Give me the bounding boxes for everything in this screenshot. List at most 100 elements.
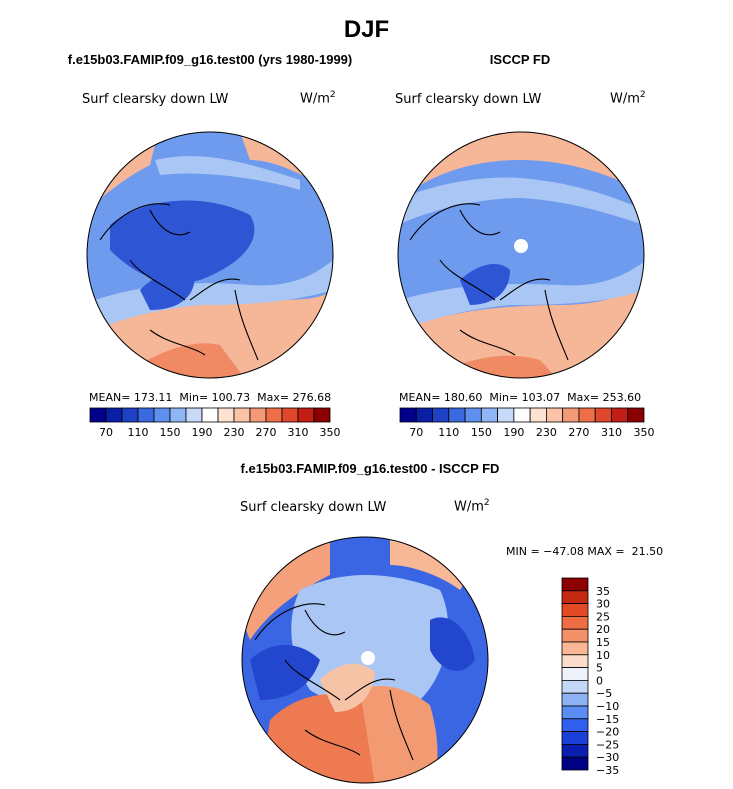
panel2-variable-label: Surf clearsky down LW bbox=[395, 92, 542, 107]
panel1-colorbar-tick-label: 150 bbox=[160, 426, 181, 439]
panel1-colorbar-swatch bbox=[89, 407, 107, 423]
panel2-max-value: 253.60 bbox=[602, 391, 642, 404]
diff-colorbar-tick-label: −20 bbox=[596, 726, 619, 739]
diff-colorbar-tick-label: 20 bbox=[596, 623, 610, 636]
panel1-colorbar-swatch bbox=[297, 407, 315, 423]
panel1-colorbar-tick-label: 70 bbox=[99, 426, 113, 439]
diff-colorbar-swatch bbox=[561, 680, 589, 694]
panel2-colorbar-swatch bbox=[399, 407, 417, 423]
panel2-colorbar-swatch bbox=[562, 407, 580, 423]
panel1-colorbar-swatch bbox=[137, 407, 155, 423]
diff-case-title: f.e15b03.FAMIP.f09_g16.test00 - ISCCP FD bbox=[240, 461, 500, 476]
panel2-stats: MEAN= 180.60 Min= 103.07 Max= 253.60 bbox=[399, 391, 641, 404]
panel1-colorbar-swatch bbox=[153, 407, 171, 423]
panel1-colorbar-swatch bbox=[169, 407, 187, 423]
diff-colorbar-swatch bbox=[561, 641, 589, 656]
diff-colorbar-swatch bbox=[561, 577, 589, 592]
panel1-colorbar-swatch bbox=[185, 407, 203, 423]
panel2-map bbox=[398, 132, 644, 378]
diff-colorbar-tick-label: −25 bbox=[596, 738, 619, 751]
diff-map-border bbox=[241, 536, 489, 784]
panel2-colorbar-swatch bbox=[480, 407, 499, 423]
panel2-case-title: ISCCP FD bbox=[489, 52, 551, 67]
panel2-colorbar-swatch bbox=[497, 407, 515, 423]
panel1-colorbar-swatch bbox=[281, 407, 299, 423]
panel2-colorbar-tick-label: 230 bbox=[536, 426, 557, 439]
diff-colorbar-swatch bbox=[561, 628, 589, 643]
diff-colorbar-tick-label: 30 bbox=[596, 598, 610, 611]
panel1-colorbar-tick-label: 350 bbox=[320, 426, 341, 439]
panel2-colorbar-tick-label: 70 bbox=[409, 426, 423, 439]
panel2-colorbar-tick-label: 190 bbox=[503, 426, 524, 439]
diff-min-max-stat: MIN = −47.08 MAX = 21.50 bbox=[506, 545, 664, 558]
panel1-max-value: 276.68 bbox=[292, 391, 332, 404]
panel1-units: W/m2 bbox=[300, 90, 336, 107]
diff-colorbar-swatch bbox=[561, 603, 589, 617]
diff-missing-data-hole bbox=[361, 651, 375, 665]
panel1-map bbox=[87, 132, 333, 378]
diff-colorbar-tick-label: 10 bbox=[596, 649, 610, 662]
panel1-colorbar-swatch bbox=[201, 407, 219, 423]
panel1-colorbar-swatch bbox=[233, 407, 251, 423]
diff-colorbar-swatch bbox=[561, 616, 589, 630]
panel1-mean-value: 173.11 bbox=[133, 391, 173, 404]
panel1-colorbar-swatch bbox=[265, 407, 283, 423]
panel1-colorbar-swatch bbox=[313, 407, 331, 423]
panel2-colorbar-swatch bbox=[611, 407, 629, 423]
page-title: DJF bbox=[343, 16, 390, 43]
panel2-colorbar-swatch bbox=[415, 407, 433, 423]
diff-units: W/m2 bbox=[454, 498, 490, 515]
panel1-colorbar: 70 110 150 190 230 270 310 350 bbox=[89, 407, 341, 439]
panel1-colorbar-swatch bbox=[121, 407, 139, 423]
panel2-colorbar-swatch bbox=[578, 407, 596, 423]
panel2-colorbar-tick-label: 270 bbox=[568, 426, 589, 439]
panel2-min-label: Min= bbox=[489, 391, 519, 404]
panel2-missing-data-hole bbox=[514, 239, 528, 253]
panel1-variable-label: Surf clearsky down LW bbox=[82, 92, 229, 107]
diff-colorbar-tick-label: 0 bbox=[596, 674, 603, 687]
diff-colorbar-tick-label: 25 bbox=[596, 610, 610, 623]
panel2-colorbar-swatch bbox=[546, 407, 564, 423]
panel2-colorbar-swatch bbox=[448, 407, 466, 423]
panel2-colorbar-tick-label: 350 bbox=[634, 426, 655, 439]
panel2-map-border bbox=[397, 131, 645, 379]
diff-colorbar-swatch bbox=[561, 705, 589, 720]
diff-colorbar-swatch bbox=[561, 590, 589, 604]
panel2-colorbar-tick-label: 110 bbox=[438, 426, 459, 439]
diff-colorbar-tick-label: −10 bbox=[596, 700, 619, 713]
diff-colorbar-swatch bbox=[561, 718, 589, 732]
panel2-colorbar-tick-label: 310 bbox=[601, 426, 622, 439]
panel2-colorbar: 70 110 150 190 230 270 310 350 bbox=[399, 407, 655, 439]
panel1-colorbar-tick-label: 110 bbox=[128, 426, 149, 439]
panel1-colorbar-tick-label: 270 bbox=[256, 426, 277, 439]
diff-colorbar-swatch bbox=[561, 744, 589, 758]
panel2-colorbar-swatch bbox=[594, 407, 612, 423]
panel1-colorbar-swatch bbox=[249, 407, 267, 423]
diff-colorbar-tick-label: −30 bbox=[596, 751, 619, 764]
diff-colorbar-tick-label: −5 bbox=[596, 687, 612, 700]
diff-colorbar-swatch bbox=[561, 756, 589, 771]
panel2-colorbar-swatch bbox=[464, 407, 482, 423]
panel2-mean-value: 180.60 bbox=[443, 391, 483, 404]
diff-colorbar-tick-label: 15 bbox=[596, 636, 610, 649]
panel2-min-value: 103.07 bbox=[521, 391, 561, 404]
panel1-colorbar-swatch bbox=[105, 407, 123, 423]
panel2-colorbar-swatch bbox=[627, 407, 645, 423]
panel2-colorbar-swatch bbox=[513, 407, 531, 423]
panel2-colorbar-swatch bbox=[432, 407, 450, 423]
diff-colorbar-tick-label: 5 bbox=[596, 662, 603, 675]
diff-colorbar-swatch bbox=[561, 667, 589, 681]
panel1-stats: MEAN= 173.11 Min= 100.73 Max= 276.68 bbox=[89, 391, 331, 404]
diff-colorbar-swatch bbox=[561, 654, 589, 668]
panel2-max-label: Max= bbox=[567, 391, 600, 404]
diff-variable-label: Surf clearsky down LW bbox=[240, 500, 387, 515]
diff-colorbar-tick-label: 35 bbox=[596, 585, 610, 598]
coastlines bbox=[99, 203, 569, 761]
panel1-colorbar-tick-label: 190 bbox=[192, 426, 213, 439]
panel1-mean-label: MEAN= bbox=[89, 391, 131, 404]
panel2-colorbar-tick-label: 150 bbox=[471, 426, 492, 439]
panel1-colorbar-tick-label: 310 bbox=[288, 426, 309, 439]
panel2-units: W/m2 bbox=[610, 90, 646, 107]
